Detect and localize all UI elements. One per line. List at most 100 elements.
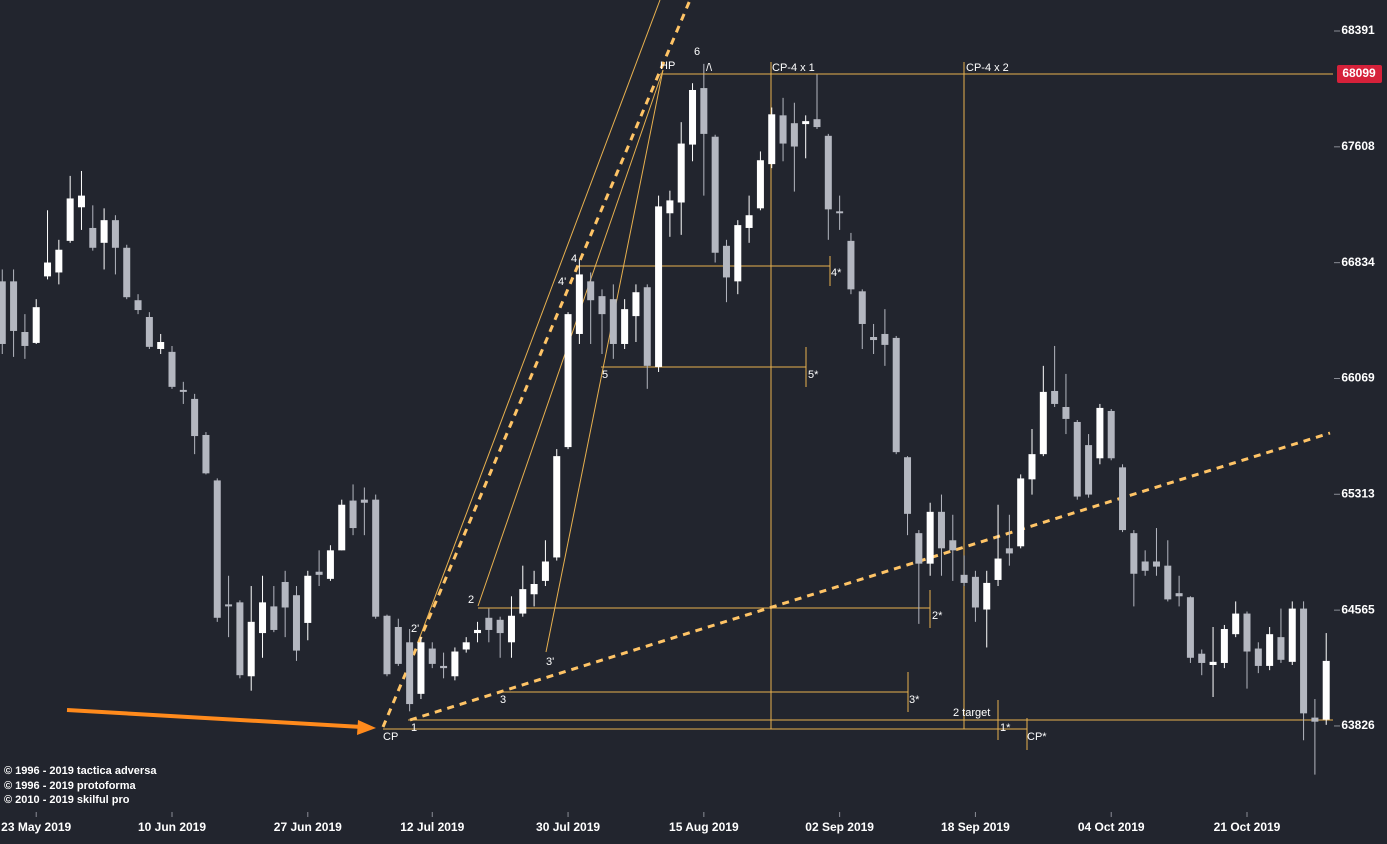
annotation: CP* <box>1027 731 1047 743</box>
candle-body <box>1152 561 1160 567</box>
price-marker-box <box>1337 65 1382 84</box>
candle-body <box>745 215 753 228</box>
candle-body <box>598 296 606 315</box>
candle-body <box>315 571 323 575</box>
candle-body <box>100 220 108 243</box>
annotation: 4' <box>558 276 566 288</box>
candle-body <box>394 626 402 664</box>
candle-body <box>191 398 199 437</box>
candle-body <box>926 511 934 564</box>
dashed-trend <box>381 0 692 728</box>
candle-body <box>711 136 719 253</box>
candle-body <box>440 665 448 669</box>
candle-body <box>66 198 74 241</box>
candle-body <box>666 200 674 214</box>
x-tick-label: 23 May 2019 <box>1 820 71 834</box>
candle-body <box>971 576 979 608</box>
candle-body <box>1141 561 1149 571</box>
candle-body <box>1175 593 1183 597</box>
trend-line <box>545 69 664 653</box>
candle-body <box>1130 533 1138 574</box>
candle-body <box>621 309 629 344</box>
annotation: 4 <box>571 253 577 265</box>
annotation-lines <box>66 0 1333 750</box>
candle-body <box>960 574 968 583</box>
candle-body <box>304 575 312 623</box>
annotation: /\ <box>706 62 713 74</box>
y-tick-label: 65313 <box>1341 486 1375 500</box>
x-tick-label: 21 Oct 2019 <box>1214 820 1281 834</box>
annotation: 1* <box>1000 722 1011 734</box>
price-marker-label: 68099 <box>1342 66 1376 80</box>
candle-body <box>677 143 685 203</box>
candle-body <box>1017 478 1025 547</box>
candle-body <box>485 617 493 630</box>
candle-body <box>904 457 912 514</box>
candle-body <box>1107 410 1115 459</box>
candle-body <box>632 292 640 317</box>
candle-body <box>247 621 255 677</box>
candle-body <box>937 511 945 549</box>
candle-body <box>32 307 40 343</box>
candle-body <box>700 88 708 134</box>
candle-body <box>1277 637 1285 660</box>
x-tick-label: 12 Jul 2019 <box>400 820 464 834</box>
candle-body <box>802 121 810 125</box>
candle-body <box>168 351 176 387</box>
candle-body <box>507 615 515 643</box>
candle-body <box>1096 407 1104 459</box>
candle-body <box>1232 613 1240 635</box>
candle-body <box>428 648 436 664</box>
candle-body <box>462 642 470 650</box>
y-tick-label: 66069 <box>1341 371 1375 385</box>
annotation: CP-4 x 2 <box>966 62 1009 74</box>
candle-body <box>553 456 561 558</box>
annotation: 3 <box>500 694 506 706</box>
candle-body <box>202 434 210 474</box>
candle-body <box>847 240 855 290</box>
x-tick-label: 30 Jul 2019 <box>536 820 600 834</box>
candle-body <box>372 499 380 617</box>
candle-body <box>779 115 787 144</box>
x-tick-label: 27 Jun 2019 <box>274 820 342 834</box>
candle-body <box>790 123 798 147</box>
annotation: 1 <box>411 722 417 734</box>
annotation: 2* <box>932 610 943 622</box>
candle-body <box>813 119 821 128</box>
dashed-trend <box>409 431 1331 722</box>
annotation: 2 target <box>953 707 990 719</box>
candle-body <box>1073 421 1081 497</box>
candle-body <box>145 317 153 347</box>
y-tick-label: 66834 <box>1341 255 1375 269</box>
candle-body <box>1005 548 1013 554</box>
candle-body <box>213 480 221 618</box>
x-tick-label: 18 Sep 2019 <box>941 820 1010 834</box>
candle-body <box>1220 629 1228 663</box>
candle-body <box>134 300 142 311</box>
copyright: © 2010 - 2019 skilful pro <box>4 794 130 806</box>
candle-body <box>1039 391 1047 455</box>
candle-body <box>225 604 233 607</box>
candle-body <box>587 281 595 301</box>
candle-body <box>858 291 866 324</box>
candle-body <box>824 135 832 210</box>
candle-body <box>1243 613 1251 652</box>
candle-body <box>281 581 289 608</box>
candle-body <box>111 220 119 248</box>
candle-body <box>406 642 414 705</box>
x-tick-label: 10 Jun 2019 <box>138 820 206 834</box>
candle-body <box>1198 653 1206 663</box>
candle-body <box>123 247 131 298</box>
y-tick-label: 63826 <box>1341 718 1375 732</box>
candle-body <box>734 225 742 282</box>
annotation: HP <box>660 60 675 72</box>
candle-body <box>10 281 18 331</box>
candle-body <box>451 651 459 677</box>
candle-body <box>689 90 697 145</box>
candle-body <box>722 245 730 278</box>
candle-body <box>55 249 63 273</box>
candle-body <box>530 583 538 595</box>
copyright: © 1996 - 2019 tactica adversa <box>4 765 157 777</box>
candle-body <box>756 160 764 209</box>
